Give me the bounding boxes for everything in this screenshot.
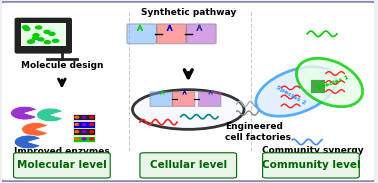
FancyBboxPatch shape (15, 18, 71, 53)
Text: Species 2: Species 2 (275, 85, 307, 106)
Bar (73, 128, 95, 135)
Text: Community level: Community level (262, 160, 360, 170)
Wedge shape (22, 122, 48, 136)
Wedge shape (14, 135, 41, 149)
Bar (21, 23, 66, 46)
Circle shape (90, 131, 93, 133)
FancyBboxPatch shape (172, 92, 195, 107)
Circle shape (90, 124, 93, 125)
Circle shape (82, 131, 86, 133)
Circle shape (28, 40, 34, 43)
FancyBboxPatch shape (156, 24, 186, 44)
Ellipse shape (256, 67, 336, 116)
Circle shape (49, 32, 55, 35)
Bar (73, 121, 95, 128)
FancyBboxPatch shape (198, 92, 221, 107)
FancyBboxPatch shape (150, 92, 173, 107)
Text: Engineered
cell factories: Engineered cell factories (225, 122, 291, 141)
Ellipse shape (296, 58, 363, 107)
Circle shape (36, 26, 42, 29)
Circle shape (22, 26, 28, 29)
Circle shape (33, 37, 39, 40)
FancyBboxPatch shape (140, 153, 237, 178)
Circle shape (90, 138, 93, 140)
Text: Community synergy: Community synergy (262, 145, 364, 155)
Circle shape (24, 28, 30, 31)
Circle shape (90, 116, 93, 118)
Circle shape (75, 131, 79, 133)
Circle shape (82, 116, 86, 118)
Bar (73, 136, 95, 142)
Text: Cellular level: Cellular level (150, 160, 227, 170)
Text: Species 1: Species 1 (316, 74, 349, 91)
Circle shape (45, 41, 50, 44)
Wedge shape (37, 108, 63, 122)
Bar (310, 79, 325, 93)
Circle shape (38, 38, 44, 41)
FancyBboxPatch shape (186, 24, 216, 44)
Circle shape (28, 40, 34, 43)
Wedge shape (11, 106, 37, 120)
Text: Synthetic pathway: Synthetic pathway (141, 8, 236, 17)
Text: Molecular level: Molecular level (17, 160, 107, 170)
Circle shape (44, 30, 50, 33)
FancyBboxPatch shape (263, 153, 359, 178)
Circle shape (75, 138, 79, 140)
FancyBboxPatch shape (127, 24, 156, 44)
Text: Molecule design: Molecule design (21, 61, 103, 70)
Circle shape (75, 116, 79, 118)
Bar (73, 114, 95, 120)
Circle shape (33, 34, 39, 37)
Ellipse shape (133, 90, 244, 129)
FancyBboxPatch shape (14, 153, 110, 178)
Circle shape (82, 138, 86, 140)
Circle shape (53, 39, 59, 42)
Circle shape (75, 124, 79, 125)
Circle shape (82, 124, 86, 125)
Text: Improved enzymes: Improved enzymes (14, 147, 110, 156)
